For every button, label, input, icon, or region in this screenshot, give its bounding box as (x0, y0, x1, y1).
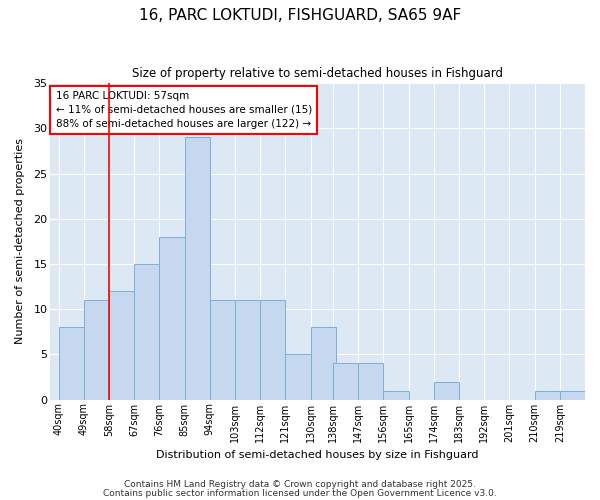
Bar (59, 328, 84, 400)
Bar (260, 300, 286, 400)
Text: 16 PARC LOKTUDI: 57sqm
← 11% of semi-detached houses are smaller (15)
88% of sem: 16 PARC LOKTUDI: 57sqm ← 11% of semi-det… (56, 91, 312, 129)
Bar (235, 300, 260, 400)
Text: 16, PARC LOKTUDI, FISHGUARD, SA65 9AF: 16, PARC LOKTUDI, FISHGUARD, SA65 9AF (139, 8, 461, 22)
Bar (109, 291, 134, 400)
Title: Size of property relative to semi-detached houses in Fishguard: Size of property relative to semi-detach… (132, 68, 503, 80)
Bar (535, 390, 560, 400)
Y-axis label: Number of semi-detached properties: Number of semi-detached properties (15, 138, 25, 344)
X-axis label: Distribution of semi-detached houses by size in Fishguard: Distribution of semi-detached houses by … (157, 450, 479, 460)
Bar (560, 390, 585, 400)
Bar (383, 390, 409, 400)
Bar (160, 237, 185, 400)
Bar (210, 300, 235, 400)
Bar (311, 328, 336, 400)
Bar (84, 300, 109, 400)
Text: Contains public sector information licensed under the Open Government Licence v3: Contains public sector information licen… (103, 489, 497, 498)
Bar (185, 138, 210, 400)
Bar (333, 364, 358, 400)
Bar (434, 382, 459, 400)
Bar (286, 354, 311, 400)
Text: Contains HM Land Registry data © Crown copyright and database right 2025.: Contains HM Land Registry data © Crown c… (124, 480, 476, 489)
Bar (134, 264, 160, 400)
Bar (358, 364, 383, 400)
